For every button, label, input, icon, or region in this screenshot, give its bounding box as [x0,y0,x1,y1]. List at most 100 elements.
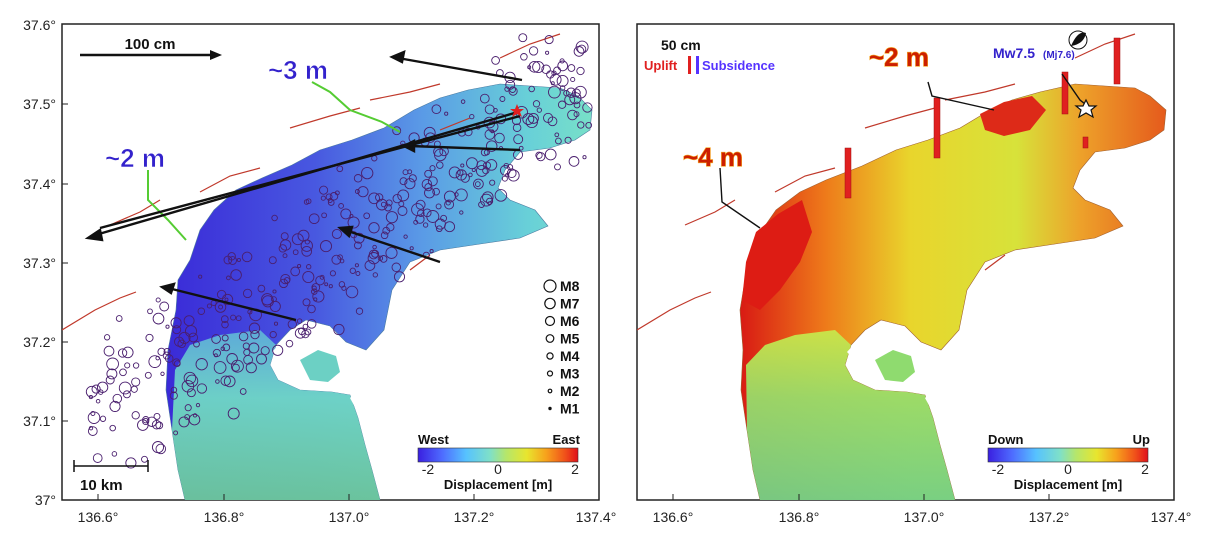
aftershock-circle [436,161,444,169]
aftershock-circle [312,290,325,303]
aftershock-circle [184,404,192,412]
aftershock-circle [547,116,558,127]
aftershock-circle [177,339,186,349]
aftershock-circle [522,113,535,126]
aftershock-circle [213,361,227,374]
magnitude-legend-circle [548,406,552,411]
aftershock-circle [125,457,137,469]
aftershock-circle [392,126,402,136]
aftershock-circle [382,226,391,235]
aftershock-circle [340,208,352,220]
aftershock-circle [99,415,107,422]
aftershock-circle [347,216,360,229]
aftershock-circle [536,152,546,162]
aftershock-circle [440,214,448,222]
aftershock-circle [431,104,442,115]
colorbar-min: -2 [422,461,435,477]
aftershock-circle [574,85,587,99]
aftershock-circle [115,315,123,322]
aftershock-circle [243,354,253,365]
aftershock-circle [518,145,524,151]
magnitude-legend-circle [546,352,554,360]
aftershock-circle [372,272,378,278]
aftershock-circle [109,424,116,432]
y-tick: 37.6° [23,17,56,33]
aftershock-circle [283,277,291,284]
aftershock-circle [422,222,429,228]
aftershock-circle [155,443,167,455]
aftershock-circle [173,360,181,367]
aftershock-circle [144,371,152,379]
uplift-bar [1061,71,1069,115]
aftershock-circle [291,233,304,246]
aftershock-circle [518,33,528,43]
aftershock-circle [239,388,247,395]
aftershock-circle [178,416,190,428]
aftershock-circle [507,169,520,182]
aftershock-circle [95,398,101,404]
aftershock-circle [183,371,197,385]
right-island [875,350,915,382]
magnitude-legend-circle [546,370,554,377]
aftershock-circle [155,297,161,303]
left-island [300,350,340,382]
aftershock-circle [527,65,532,70]
aftershock-circle [402,169,409,176]
aftershock-circle [473,178,484,190]
aftershock-circle [157,347,166,356]
aftershock-circle [487,201,492,206]
aftershock-circle [484,129,496,140]
aftershock-circle [153,412,161,420]
left-colorbar: West East -2 0 2 Displacement [m] [417,432,581,492]
aftershock-circle [464,127,473,137]
aftershock-circle [444,111,449,116]
aftershock-circle [226,275,231,281]
aftershock-circle [354,263,359,268]
aftershock-circle [273,321,279,326]
aftershock-circle [303,199,310,205]
aftershock-circle [256,353,267,365]
aftershock-circle [181,379,195,393]
aftershock-circle [585,121,593,129]
aftershock-circle [308,213,320,225]
aftershock-circle [380,201,387,208]
aftershock-circle [415,214,425,224]
aftershock-circle [302,270,315,284]
aftershock-circle [460,99,466,104]
aftershock-circle [555,137,562,145]
aftershock-circle [512,123,522,132]
uplift-bars [844,37,1121,199]
aftershock-circle [349,267,356,274]
aftershock-circle [482,191,494,203]
aftershock-circle [141,455,148,463]
aftershock-circle [97,389,104,395]
aftershock-circle [576,66,585,76]
right-land-south [746,330,955,500]
aftershock-circle [272,289,277,294]
aftershock-circle [90,411,96,416]
aftershock-circle [385,246,398,259]
aftershock-circle [385,211,398,224]
aftershock-circle [92,453,103,463]
aftershock-circle [227,407,240,420]
annotation-2m-right: ~2 m [869,42,929,72]
aftershock-circle [567,109,578,121]
aftershock-circle [448,166,461,179]
aftershock-circle [109,400,121,412]
x-tick: 137.0° [904,509,945,525]
aftershock-circle [183,315,195,327]
aftershock-circle [238,331,249,342]
annotation-3m-left: ~3 m [268,55,328,85]
aftershock-circle [361,166,374,180]
aftershock-circle [230,314,237,321]
uplift-swatch [688,56,691,74]
aftershock-circle [341,285,347,291]
aftershock-circle [368,222,380,234]
scale-bar-10km: 10 km [73,460,149,494]
aftershock-circle [528,85,535,93]
aftershock-circle [545,50,550,55]
colorbar-left-label: West [418,432,449,447]
aftershock-circle [536,107,542,113]
aftershock-circle [247,309,253,315]
